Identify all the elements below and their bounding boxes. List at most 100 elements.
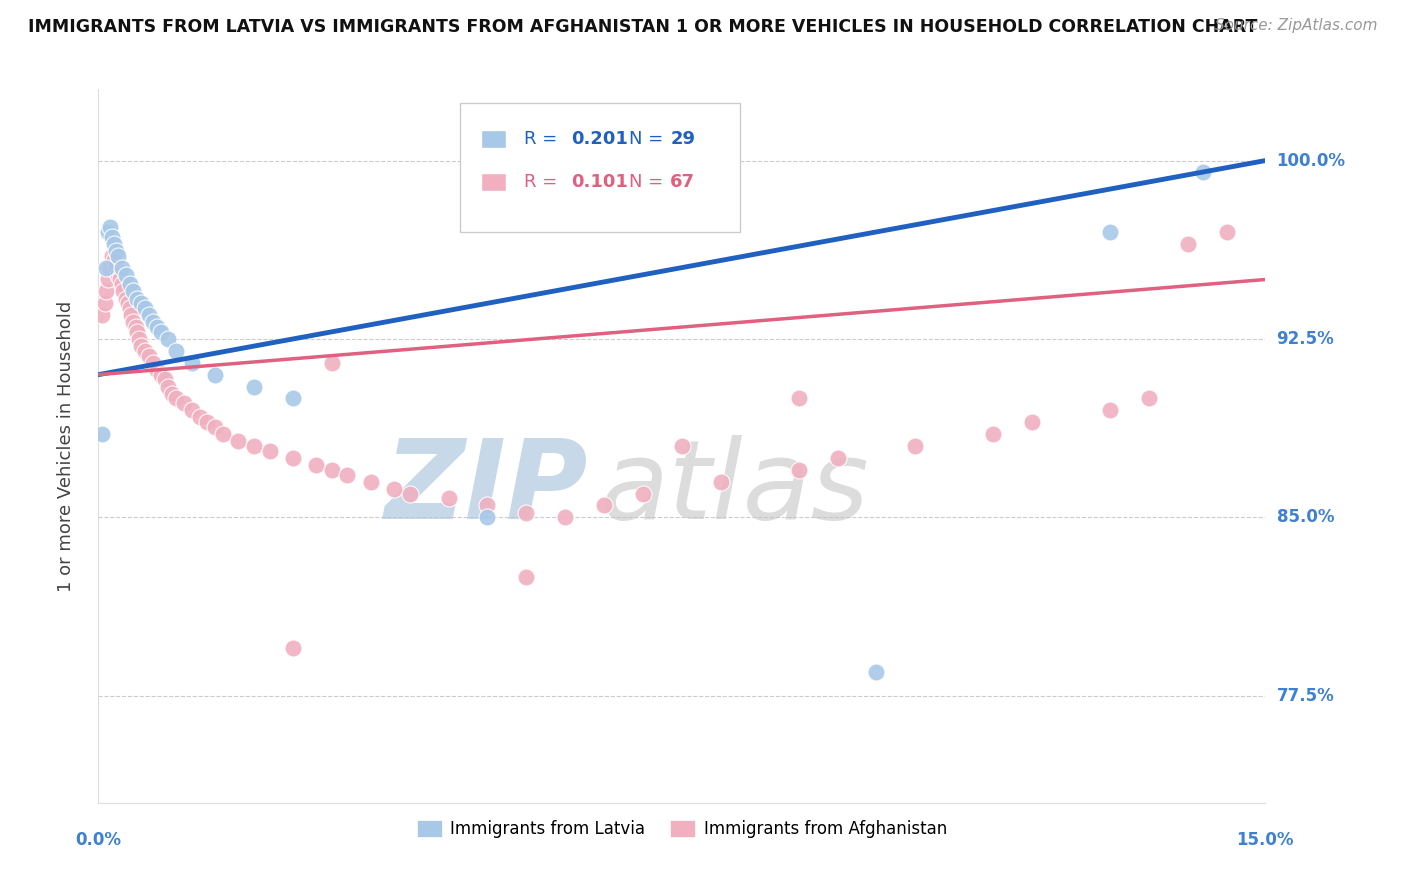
Point: [118, 301, 141, 315]
Text: 0.0%: 0.0%: [76, 830, 121, 848]
Point: [1192, 165, 1215, 179]
Legend: Immigrants from Latvia, Immigrants from Afghanistan: Immigrants from Latvia, Immigrants from …: [411, 813, 953, 845]
Text: IMMIGRANTS FROM LATVIA VS IMMIGRANTS FROM AFGHANISTAN 1 OR MORE VEHICLES IN HOUS: IMMIGRANTS FROM LATVIA VS IMMIGRANTS FRO…: [28, 18, 1257, 36]
Point: [259, 443, 281, 458]
Point: [114, 292, 136, 306]
Point: [96, 285, 118, 299]
Point: [120, 308, 142, 322]
Point: [117, 296, 139, 310]
Point: [1137, 392, 1160, 406]
Point: [787, 463, 810, 477]
Point: [281, 641, 304, 656]
Point: [98, 260, 121, 275]
Text: atlas: atlas: [600, 435, 869, 542]
Point: [101, 249, 124, 263]
Text: 15.0%: 15.0%: [1237, 830, 1294, 848]
Text: 67: 67: [671, 173, 695, 191]
Text: 77.5%: 77.5%: [1277, 687, 1334, 705]
Text: 0.101: 0.101: [571, 173, 628, 191]
Point: [138, 349, 160, 363]
Text: R =: R =: [524, 130, 564, 148]
Point: [129, 296, 152, 310]
Text: 85.0%: 85.0%: [1277, 508, 1334, 526]
Point: [1098, 403, 1121, 417]
Point: [204, 420, 226, 434]
Point: [180, 403, 202, 417]
Point: [243, 379, 266, 393]
Point: [146, 320, 169, 334]
Point: [111, 277, 134, 292]
Point: [122, 285, 145, 299]
Point: [91, 427, 114, 442]
Point: [904, 439, 927, 453]
Point: [93, 296, 115, 310]
Point: [593, 499, 616, 513]
Point: [477, 499, 499, 513]
Point: [97, 225, 120, 239]
Point: [142, 356, 165, 370]
Point: [103, 236, 125, 251]
Point: [134, 343, 156, 358]
Point: [114, 268, 136, 282]
Point: [671, 439, 693, 453]
Point: [321, 463, 343, 477]
Point: [787, 392, 810, 406]
Text: 100.0%: 100.0%: [1277, 152, 1346, 169]
Point: [157, 332, 180, 346]
Point: [146, 363, 169, 377]
Point: [112, 285, 135, 299]
Text: Source: ZipAtlas.com: Source: ZipAtlas.com: [1215, 18, 1378, 33]
Point: [321, 356, 343, 370]
Point: [710, 475, 733, 489]
Point: [127, 325, 149, 339]
Point: [981, 427, 1004, 442]
Point: [336, 467, 359, 482]
Point: [195, 415, 218, 429]
Text: N =: N =: [630, 130, 669, 148]
Point: [515, 506, 537, 520]
Point: [157, 379, 180, 393]
Point: [108, 272, 131, 286]
FancyBboxPatch shape: [481, 173, 506, 191]
Point: [107, 268, 129, 282]
Point: [360, 475, 382, 489]
Point: [305, 458, 328, 472]
Point: [515, 570, 537, 584]
Point: [111, 260, 134, 275]
Point: [228, 434, 250, 449]
Point: [180, 356, 202, 370]
Point: [97, 272, 120, 286]
Point: [153, 372, 176, 386]
Point: [631, 486, 654, 500]
Point: [122, 315, 145, 329]
Point: [188, 410, 211, 425]
Text: 29: 29: [671, 130, 695, 148]
Point: [101, 229, 124, 244]
Point: [281, 392, 304, 406]
Point: [134, 301, 156, 315]
Point: [554, 510, 576, 524]
Point: [1021, 415, 1043, 429]
Point: [125, 320, 148, 334]
Point: [104, 260, 127, 275]
Point: [162, 386, 184, 401]
Point: [165, 392, 187, 406]
Text: 92.5%: 92.5%: [1277, 330, 1334, 348]
Point: [477, 510, 499, 524]
Point: [165, 343, 187, 358]
Point: [98, 220, 121, 235]
Text: N =: N =: [630, 173, 669, 191]
Point: [437, 491, 460, 506]
Point: [127, 292, 149, 306]
Point: [1215, 225, 1237, 239]
Point: [204, 368, 226, 382]
Point: [827, 450, 849, 465]
Point: [149, 325, 172, 339]
Point: [129, 339, 152, 353]
Point: [398, 486, 420, 500]
Point: [142, 315, 165, 329]
Text: ZIP: ZIP: [385, 435, 589, 542]
Text: 0.201: 0.201: [571, 130, 628, 148]
Point: [212, 427, 235, 442]
Point: [96, 260, 118, 275]
